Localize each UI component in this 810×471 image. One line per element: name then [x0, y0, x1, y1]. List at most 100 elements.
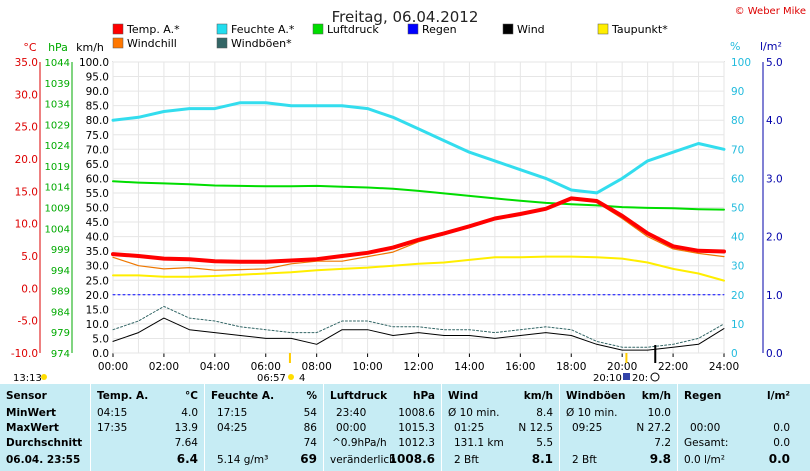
temp-tick-label: -10.0: [11, 348, 38, 360]
time-tick-label: 22:00: [658, 361, 688, 373]
stats-wind-avg-value: 5.5: [536, 437, 553, 449]
wind-tick-label: 85.0: [86, 101, 109, 113]
stats-row-label: Durchschnitt: [6, 437, 83, 449]
stats-gust-bft: 2 Bft: [572, 454, 597, 466]
time-tick-label: 10:00: [352, 361, 382, 373]
wind-tick-label: 45.0: [86, 217, 109, 229]
stats-gust-column: Windböen km/h Ø 10 min. 10.0 09:25 N 27.…: [560, 384, 677, 471]
stats-humidity-current: 69: [300, 452, 317, 466]
stats-wind-header: Wind: [448, 390, 479, 402]
pressure-tick-label: 1039: [45, 79, 70, 90]
stats-temp-column: Temp. A. °C 04:15 4.0 17:35 13.9 7.64 6.…: [91, 384, 204, 471]
temp-tick-label: 15.0: [15, 186, 38, 198]
pressure-tick-label: 1014: [45, 183, 70, 194]
pressure-tick-label: 1029: [45, 120, 70, 131]
legend-swatch: [112, 37, 124, 49]
stats-humidity-avg-value: 74: [303, 437, 317, 449]
legend-swatch: [216, 37, 228, 49]
legend-label: Wind: [517, 23, 545, 36]
temp-tick-label: 10.0: [15, 219, 38, 231]
series-line-wind: [112, 317, 725, 351]
rain-tick-label: 0.0: [766, 348, 783, 360]
wind-tick-label: 35.0: [86, 246, 109, 258]
pressure-tick-label: 999: [51, 245, 70, 256]
wind-tick-label: 70.0: [86, 144, 109, 156]
series-line-taupunkt: [112, 255, 725, 282]
temp-tick-label: 20.0: [15, 154, 38, 166]
stats-pressure-current: 1008.6: [388, 452, 435, 466]
legend-swatch: [216, 23, 228, 35]
chart-title: Freitag, 06.04.2012: [332, 8, 479, 26]
stats-pressure-trend: ^0.9hPa/h: [332, 437, 387, 449]
stats-humidity-unit: %: [306, 390, 317, 402]
stats-gust-unit: km/h: [641, 390, 671, 402]
stats-date: 06.04. 23:55: [6, 454, 81, 466]
stats-gust-avg10-value: 10.0: [647, 407, 671, 419]
pressure-tick-label: 1034: [45, 100, 70, 111]
wind-tick-label: 90.0: [86, 86, 109, 98]
legend-label: Regen: [422, 23, 457, 36]
legend-label: Taupunkt*: [611, 23, 668, 36]
stats-pressure-max-value: 1015.3: [398, 422, 435, 434]
stats-wind-column: Wind km/h Ø 10 min. 8.4 01:25 N 12.5 131…: [442, 384, 559, 471]
stats-rain-header: Regen: [684, 390, 722, 402]
legend-swatch: [112, 23, 124, 35]
sunrise-time: 06:57: [257, 373, 286, 384]
stats-gust-header: Windböen: [566, 390, 626, 402]
stats-wind-bft: 2 Bft: [454, 454, 479, 466]
humidity-tick-label: 20: [731, 290, 744, 302]
moon-phase-icon: [650, 372, 660, 382]
stats-humidity-absolute: 5.14 g/m³: [217, 454, 269, 466]
temp-tick-label: 30.0: [15, 89, 38, 101]
pressure-tick-label: 974: [51, 349, 70, 360]
stats-row-label: MinWert: [6, 407, 57, 419]
pressure-tick-label: 1019: [45, 162, 70, 173]
series-line-luftdruck: [112, 180, 725, 211]
weather-chart: Freitag, 06.04.2012 © Weber Mike Temp. A…: [11, 6, 806, 384]
pressure-tick-label: 989: [51, 287, 70, 298]
chart-legend: Temp. A.* Feuchte A.* Luftdruck Regen Wind Ta…: [112, 23, 668, 50]
stats-temp-min-value: 4.0: [181, 407, 198, 419]
temp-tick-label: 25.0: [15, 122, 38, 134]
legend-swatch: [312, 23, 324, 35]
series-line-windb-en: [112, 305, 725, 348]
temp-tick-label: 35.0: [15, 57, 38, 69]
stats-pressure-tendency: veränderlich: [330, 454, 396, 466]
stats-rain-current: 0.0: [768, 452, 790, 466]
humidity-tick-label: 40: [731, 232, 744, 244]
stats-humidity-max-value: 86: [303, 422, 317, 434]
stats-wind-max-value: N 12.5: [518, 422, 553, 434]
wind-tick-label: 5.0: [92, 333, 109, 345]
sun-icon: [41, 374, 47, 380]
statistics-panel: Sensor MinWert MaxWert Durchschnitt 06.0…: [0, 384, 810, 471]
pressure-tick-label: 1004: [45, 224, 70, 235]
rain-tick-label: 4.0: [766, 115, 783, 127]
stats-sensor-header: Sensor: [6, 390, 47, 402]
humidity-tick-label: 90: [731, 86, 744, 98]
series-line-temp-a: [111, 196, 726, 264]
stats-humidity-header: Feuchte A.: [211, 390, 275, 402]
stats-wind-distance: 131.1 km: [454, 437, 504, 449]
stats-gust-max-time: 09:25: [572, 422, 603, 434]
time-tick-label: 18:00: [556, 361, 586, 373]
stats-sensor-column: Sensor MinWert MaxWert Durchschnitt 06.0…: [0, 384, 90, 471]
legend-swatch: [407, 23, 419, 35]
wind-axis-unit: km/h: [76, 41, 104, 54]
pressure-tick-label: 1024: [45, 141, 70, 152]
time-tick-label: 24:00: [709, 361, 739, 373]
humidity-tick-label: 70: [731, 144, 744, 156]
humidity-tick-label: 100: [731, 57, 751, 69]
time-tick-label: 04:00: [200, 361, 230, 373]
stats-pressure-header: Luftdruck: [330, 390, 388, 402]
humidity-axis-unit: %: [730, 40, 740, 53]
stats-humidity-min-value: 54: [303, 407, 317, 419]
time-tick-label: 12:00: [403, 361, 433, 373]
stats-pressure-min-value: 1008.6: [398, 407, 435, 419]
wind-tick-label: 95.0: [86, 72, 109, 84]
stats-temp-max-time: 17:35: [97, 422, 128, 434]
wind-tick-label: 10.0: [86, 319, 109, 331]
wind-tick-label: 80.0: [86, 115, 109, 127]
stats-pressure-avg-value: 1012.3: [398, 437, 435, 449]
stats-temp-header: Temp. A.: [97, 390, 149, 402]
stats-pressure-max-time: 00:00: [336, 422, 367, 434]
